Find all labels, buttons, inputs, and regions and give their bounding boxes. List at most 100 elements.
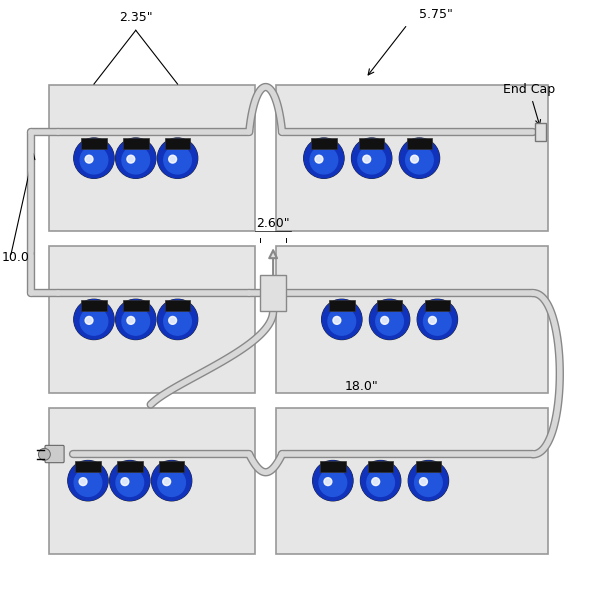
Circle shape bbox=[381, 316, 389, 325]
FancyBboxPatch shape bbox=[165, 300, 190, 311]
FancyBboxPatch shape bbox=[311, 139, 337, 149]
Circle shape bbox=[127, 316, 135, 325]
Circle shape bbox=[110, 461, 150, 501]
Circle shape bbox=[376, 308, 403, 335]
Circle shape bbox=[68, 461, 107, 500]
FancyBboxPatch shape bbox=[260, 275, 286, 311]
Circle shape bbox=[122, 146, 149, 174]
Circle shape bbox=[424, 308, 451, 335]
Circle shape bbox=[361, 461, 401, 501]
Circle shape bbox=[68, 461, 108, 501]
FancyBboxPatch shape bbox=[276, 85, 548, 232]
Circle shape bbox=[409, 461, 449, 501]
Circle shape bbox=[158, 139, 197, 178]
Circle shape bbox=[116, 469, 143, 496]
FancyBboxPatch shape bbox=[416, 461, 441, 472]
Circle shape bbox=[352, 138, 392, 178]
FancyBboxPatch shape bbox=[276, 407, 548, 554]
Circle shape bbox=[121, 478, 129, 485]
FancyBboxPatch shape bbox=[368, 461, 394, 472]
Circle shape bbox=[157, 299, 197, 340]
Circle shape bbox=[418, 300, 457, 339]
Circle shape bbox=[164, 146, 191, 174]
Circle shape bbox=[304, 138, 344, 178]
Circle shape bbox=[158, 469, 185, 496]
Circle shape bbox=[85, 155, 93, 163]
Circle shape bbox=[74, 139, 113, 178]
FancyBboxPatch shape bbox=[159, 461, 184, 472]
Circle shape bbox=[400, 138, 440, 178]
Circle shape bbox=[361, 461, 400, 500]
Text: 2.35": 2.35" bbox=[119, 11, 152, 25]
Circle shape bbox=[400, 139, 439, 178]
FancyBboxPatch shape bbox=[276, 246, 548, 392]
Circle shape bbox=[110, 461, 149, 500]
FancyBboxPatch shape bbox=[49, 246, 255, 392]
FancyBboxPatch shape bbox=[377, 300, 403, 311]
Circle shape bbox=[116, 138, 156, 178]
Circle shape bbox=[163, 478, 170, 485]
Circle shape bbox=[324, 478, 332, 485]
Circle shape bbox=[304, 139, 344, 178]
Circle shape bbox=[74, 299, 114, 340]
FancyBboxPatch shape bbox=[407, 139, 432, 149]
Circle shape bbox=[151, 461, 191, 501]
Circle shape bbox=[116, 299, 156, 340]
Circle shape bbox=[363, 155, 371, 163]
Circle shape bbox=[116, 139, 155, 178]
Circle shape bbox=[322, 300, 362, 339]
Circle shape bbox=[419, 478, 427, 485]
Text: End Cap: End Cap bbox=[503, 83, 555, 125]
Circle shape bbox=[409, 461, 448, 500]
Circle shape bbox=[158, 300, 197, 339]
Circle shape bbox=[319, 469, 347, 496]
FancyBboxPatch shape bbox=[81, 300, 107, 311]
Circle shape bbox=[74, 300, 113, 339]
Circle shape bbox=[313, 461, 353, 500]
Circle shape bbox=[127, 155, 135, 163]
Circle shape bbox=[415, 469, 442, 496]
FancyBboxPatch shape bbox=[117, 461, 143, 472]
FancyBboxPatch shape bbox=[49, 407, 255, 554]
Circle shape bbox=[367, 469, 394, 496]
FancyBboxPatch shape bbox=[123, 300, 149, 311]
FancyBboxPatch shape bbox=[320, 461, 346, 472]
Text: 5.75": 5.75" bbox=[419, 8, 454, 22]
Circle shape bbox=[372, 478, 380, 485]
Circle shape bbox=[85, 316, 93, 325]
FancyBboxPatch shape bbox=[329, 300, 355, 311]
Circle shape bbox=[169, 155, 176, 163]
Circle shape bbox=[322, 299, 362, 340]
Circle shape bbox=[79, 478, 87, 485]
Circle shape bbox=[80, 308, 108, 335]
Circle shape bbox=[428, 316, 436, 325]
Circle shape bbox=[370, 300, 409, 339]
Circle shape bbox=[352, 139, 391, 178]
Circle shape bbox=[417, 299, 457, 340]
Circle shape bbox=[157, 138, 197, 178]
FancyBboxPatch shape bbox=[165, 139, 190, 149]
FancyBboxPatch shape bbox=[81, 139, 107, 149]
Text: 18.0": 18.0" bbox=[345, 380, 379, 392]
FancyBboxPatch shape bbox=[49, 85, 255, 232]
Circle shape bbox=[313, 461, 353, 501]
Circle shape bbox=[164, 308, 191, 335]
Circle shape bbox=[74, 138, 114, 178]
Circle shape bbox=[358, 146, 385, 174]
Circle shape bbox=[410, 155, 418, 163]
Circle shape bbox=[152, 461, 191, 500]
Circle shape bbox=[406, 146, 433, 174]
FancyBboxPatch shape bbox=[359, 139, 385, 149]
Circle shape bbox=[80, 146, 108, 174]
FancyBboxPatch shape bbox=[425, 300, 450, 311]
Circle shape bbox=[169, 316, 176, 325]
Circle shape bbox=[74, 469, 102, 496]
FancyBboxPatch shape bbox=[75, 461, 101, 472]
Circle shape bbox=[38, 448, 50, 460]
Circle shape bbox=[333, 316, 341, 325]
FancyBboxPatch shape bbox=[123, 139, 149, 149]
FancyBboxPatch shape bbox=[45, 445, 64, 463]
FancyBboxPatch shape bbox=[535, 123, 546, 141]
Circle shape bbox=[116, 300, 155, 339]
Text: 10.0": 10.0" bbox=[1, 251, 35, 264]
